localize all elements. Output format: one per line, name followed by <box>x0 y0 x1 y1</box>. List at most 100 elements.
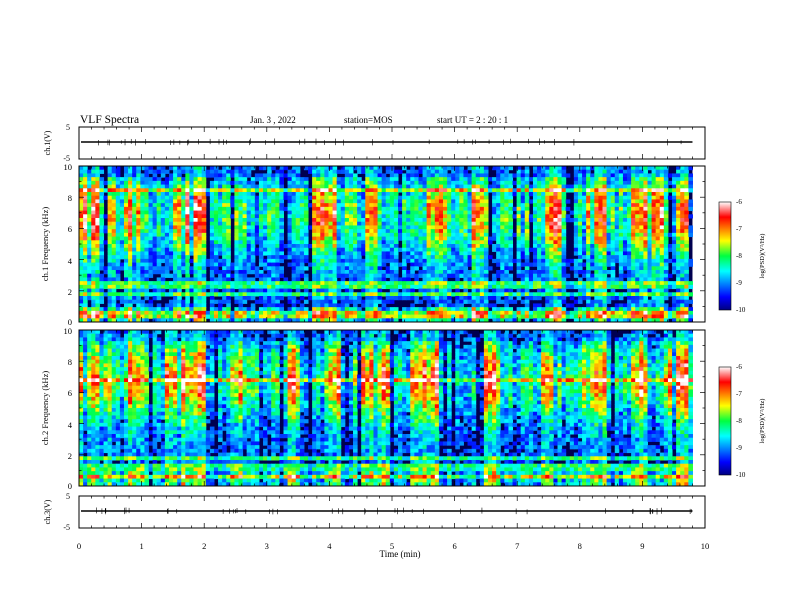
spectrogram-cell <box>455 251 460 256</box>
spectrogram-cell <box>193 314 199 319</box>
spectrogram-cell <box>238 310 244 316</box>
spectrogram-cell <box>385 284 391 290</box>
spectrogram-cell <box>557 288 563 293</box>
spectrogram-cell <box>209 247 215 252</box>
spectrogram-cell <box>492 258 497 264</box>
spectrogram-cell <box>459 296 464 301</box>
spectrogram-cell <box>430 310 436 316</box>
spectrogram-cell <box>541 173 546 178</box>
spectrogram-cell <box>565 258 571 264</box>
spectrogram-cell <box>226 225 231 230</box>
spectrogram-cell <box>189 184 195 189</box>
spectrogram-cell <box>344 251 350 256</box>
spectrogram-cell <box>328 299 334 304</box>
spectrogram-cell <box>238 221 244 226</box>
spectrogram-cell <box>557 255 563 260</box>
spectrogram-cell <box>443 184 448 189</box>
spectrogram-cell <box>443 262 448 267</box>
spectrogram-cell <box>586 244 591 249</box>
spectrogram-cell <box>463 247 469 252</box>
spectrogram-cell <box>434 192 440 197</box>
spectrogram-cell <box>516 284 522 290</box>
spectrogram-cell <box>148 247 154 252</box>
spectrogram-cell <box>549 214 554 219</box>
spectrogram-cell <box>353 214 358 219</box>
spectrogram-cell <box>213 318 219 323</box>
spectrogram-cell <box>340 296 346 301</box>
spectrogram-cell <box>418 247 424 252</box>
spectrogram-cell <box>471 229 477 234</box>
spectrogram-cell <box>410 270 415 275</box>
spectrogram-cell <box>312 296 317 301</box>
spectrogram-cell <box>287 281 293 286</box>
spectrogram-cell <box>496 218 501 223</box>
spectrogram-cell <box>467 281 473 286</box>
spectrogram-cell <box>295 307 301 312</box>
spectrogram-cell <box>271 292 276 297</box>
spectrogram-cell <box>463 318 469 323</box>
spectrogram-cell <box>234 229 239 234</box>
spectrogram-cell <box>573 192 579 197</box>
spectrogram-cell <box>541 247 546 252</box>
spectrogram-cell <box>524 296 530 301</box>
spectrogram-cell <box>467 240 473 245</box>
spectrogram-cell <box>209 184 215 189</box>
spectrogram-cell <box>573 203 579 208</box>
spectrogram-cell <box>144 221 150 226</box>
spectrogram-cell <box>553 218 559 223</box>
spectrogram-cell <box>234 232 239 238</box>
spectrogram-cell <box>537 244 542 249</box>
spectrogram-cell <box>479 318 485 323</box>
spectrogram-cell <box>189 251 195 256</box>
spectrogram-cell <box>487 255 493 260</box>
spectrogram-cell <box>447 177 452 182</box>
spectrogram-cell <box>393 206 399 212</box>
spectrogram-cell <box>385 244 391 249</box>
spectrogram-cell <box>111 266 117 271</box>
spectrogram-cell <box>508 262 514 267</box>
spectrogram-cell <box>582 221 587 226</box>
spectrogram-cell <box>426 214 432 219</box>
spectrogram-cell <box>95 288 100 293</box>
spectrogram-cell <box>463 284 469 290</box>
spectrogram-cell <box>357 240 362 245</box>
spectrogram-cell <box>365 210 370 215</box>
spectrogram-cell <box>528 277 534 282</box>
spectrogram-cell <box>586 270 591 275</box>
spectrogram-cell <box>107 299 113 304</box>
spectrogram-cell <box>168 318 174 323</box>
spectrogram-cell <box>479 310 485 316</box>
spectrogram-cell <box>242 232 248 238</box>
spectrogram-cell <box>406 180 411 186</box>
spectrogram-cell <box>381 221 387 226</box>
spectrogram-cell <box>144 214 150 219</box>
spectrogram-cell <box>594 318 599 323</box>
spectrogram-cell <box>402 270 407 275</box>
spectrogram-cell <box>549 303 554 308</box>
spectrogram-cell <box>508 203 514 208</box>
spectrogram-cell <box>471 214 477 219</box>
spectrogram-cell <box>577 299 583 304</box>
spectrogram-cell <box>156 318 162 323</box>
spectrogram-cell <box>119 240 125 245</box>
spectrogram-cell <box>524 281 530 286</box>
spectrogram-cell <box>267 236 272 241</box>
spectrogram-cell <box>103 292 109 297</box>
spectrogram-cell <box>520 277 526 282</box>
spectrogram-cell <box>357 277 362 282</box>
spectrogram-cell <box>438 221 444 226</box>
spectrogram-cell <box>496 255 501 260</box>
spectrogram-cell <box>369 284 374 290</box>
spectrogram-cell <box>389 251 395 256</box>
spectrogram-cell <box>500 262 505 267</box>
spectrogram-cell <box>168 214 174 219</box>
spectrogram-cell <box>258 284 264 290</box>
spectrogram-cell <box>291 203 297 208</box>
spectrogram-cell <box>573 299 579 304</box>
spectrogram-cell <box>303 210 309 215</box>
spectrogram-cell <box>320 292 325 297</box>
spectrogram-cell <box>291 236 297 241</box>
spectrogram-cell <box>336 247 342 252</box>
spectrogram-cell <box>582 273 587 278</box>
spectrogram-cell <box>549 221 554 226</box>
